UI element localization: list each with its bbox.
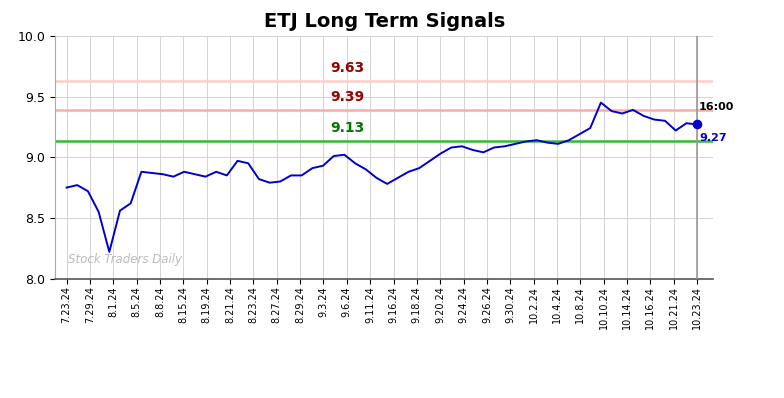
Point — [691, 121, 703, 128]
Text: 9.13: 9.13 — [331, 121, 365, 135]
Text: 16:00: 16:00 — [699, 102, 735, 112]
Text: 9.27: 9.27 — [699, 133, 727, 143]
Text: 9.39: 9.39 — [331, 90, 365, 104]
Text: 9.63: 9.63 — [331, 60, 365, 75]
Text: Stock Traders Daily: Stock Traders Daily — [68, 254, 182, 267]
Title: ETJ Long Term Signals: ETJ Long Term Signals — [263, 12, 505, 31]
